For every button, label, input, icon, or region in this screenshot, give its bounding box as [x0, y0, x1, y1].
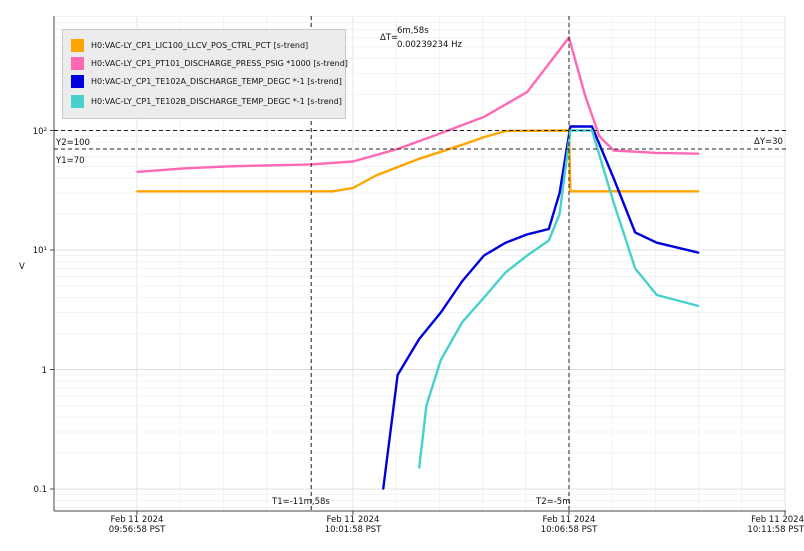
x-tick-date: Feb 11 2024	[110, 515, 164, 525]
x-tick-label: Feb 11 2024 10:06:58 PST	[529, 515, 609, 535]
y-tick-label: 10²	[32, 127, 47, 137]
series-point	[569, 190, 572, 193]
series-point	[352, 187, 354, 189]
series-point	[598, 135, 601, 137]
series-point	[180, 167, 183, 170]
series-point	[697, 305, 700, 307]
series-point	[461, 321, 464, 323]
series-point	[331, 190, 334, 193]
series-point	[136, 171, 138, 173]
series-point	[461, 280, 464, 282]
series-line-pt101	[136, 36, 699, 174]
series-point	[418, 467, 421, 469]
legend-swatch-te102a	[71, 74, 84, 88]
series-point	[483, 296, 485, 299]
series-point	[439, 359, 442, 361]
x-tick-label: Feb 11 2024 09:56:58 PST	[97, 515, 177, 535]
series-point	[558, 213, 561, 215]
legend-label-pt101: H0:VAC-LY_CP1_PT101_DISCHARGE_PRESS_PSIG…	[91, 58, 348, 68]
series-point	[583, 93, 586, 96]
series-point	[634, 267, 637, 270]
legend-item-pt101[interactable]: H0:VAC-LY_CP1_PT101_DISCHARGE_PRESS_PSIG…	[71, 55, 348, 71]
legend-label-te102b: H0:VAC-LY_CP1_TE102B_DISCHARGE_TEMP_DEGC…	[91, 96, 342, 106]
series-point	[569, 125, 572, 128]
series-point	[697, 190, 700, 193]
legend-label-te102a: H0:VAC-LY_CP1_TE102A_DISCHARGE_TEMP_DEGC…	[91, 76, 342, 86]
series-point	[526, 91, 529, 93]
delta-y-label: ΔY=30	[754, 137, 783, 147]
series-point	[483, 254, 485, 257]
series-point	[612, 149, 615, 152]
series-point	[136, 190, 138, 193]
x-tick-label: Feb 11 2024 10:01:58 PST	[313, 515, 393, 535]
series-point	[655, 294, 658, 296]
t1-cursor-label: T1=-11m,58s	[272, 497, 330, 507]
chart-legend: H0:VAC-LY_CP1_LIC100_LLCV_POS_CTRL_PCT […	[62, 29, 348, 119]
x-tick-date: Feb 11 2024	[751, 515, 804, 525]
series-point	[439, 132, 442, 135]
series-point	[425, 404, 428, 407]
series-point	[382, 488, 385, 490]
x-tick-time: 10:01:58 PST	[324, 525, 382, 535]
series-point	[461, 143, 464, 146]
series-point	[504, 241, 507, 244]
series-point	[439, 311, 442, 314]
y-tick-label: 0.1	[33, 485, 47, 495]
y-tick-label: 10¹	[32, 246, 47, 256]
series-point	[389, 431, 392, 433]
series-point	[375, 174, 377, 177]
legend-item-te102a[interactable]: H0:VAC-LY_CP1_TE102A_DISCHARGE_TEMP_DEGC…	[71, 73, 342, 89]
series-point	[612, 201, 615, 204]
series-point	[483, 136, 485, 139]
series-point	[569, 129, 572, 132]
y-axis-label: V	[19, 262, 25, 272]
delta-t-label: 6m,58s	[397, 26, 429, 36]
delta-t-prefix: ΔT=	[380, 33, 399, 43]
series-point	[655, 241, 658, 244]
y-tick-label: 1	[41, 366, 47, 376]
series-point	[267, 164, 269, 167]
series-point	[396, 374, 399, 376]
series-point	[655, 152, 658, 154]
legend-swatch-te102b	[71, 94, 84, 108]
series-point	[697, 251, 700, 254]
legend-item-lic100[interactable]: H0:VAC-LY_CP1_LIC100_LLCV_POS_CTRL_PCT […	[71, 37, 308, 53]
series-point	[352, 160, 354, 163]
x-tick-time: 09:56:58 PST	[108, 525, 166, 535]
y2-cursor-label: Y2=100	[56, 138, 90, 148]
x-tick-time: 10:11:58 PST	[747, 525, 804, 535]
series-point	[483, 116, 485, 118]
y1-cursor-label: Y1=70	[56, 156, 85, 166]
legend-item-te102b[interactable]: H0:VAC-LY_CP1_TE102B_DISCHARGE_TEMP_DEGC…	[71, 93, 342, 109]
delta-freq-label: 0.00239234 Hz	[397, 40, 462, 50]
series-point	[526, 233, 529, 236]
legend-swatch-pt101	[71, 56, 84, 70]
x-tick-label: Feb 11 2024 10:11:58 PST	[724, 515, 804, 535]
series-point	[504, 271, 507, 274]
series-point	[547, 228, 550, 230]
series-point	[418, 157, 421, 160]
series-point	[418, 338, 421, 340]
series-point	[547, 239, 550, 242]
x-tick-time: 10:06:58 PST	[540, 525, 598, 535]
series-point	[591, 125, 593, 128]
series-point	[526, 254, 529, 257]
series-point	[591, 129, 593, 132]
series-point	[697, 152, 700, 155]
series-point	[634, 231, 637, 234]
legend-swatch-lic100	[71, 38, 84, 52]
series-point	[612, 177, 615, 180]
x-tick-date: Feb 11 2024	[326, 515, 380, 525]
x-tick-date: Feb 11 2024	[542, 515, 596, 525]
t2-cursor-label: T2=-5m	[536, 497, 571, 507]
legend-label-lic100: H0:VAC-LY_CP1_LIC100_LLCV_POS_CTRL_PCT […	[91, 40, 309, 50]
series-point	[558, 192, 561, 194]
series-point	[223, 165, 226, 168]
series-line-te102a	[382, 125, 699, 490]
